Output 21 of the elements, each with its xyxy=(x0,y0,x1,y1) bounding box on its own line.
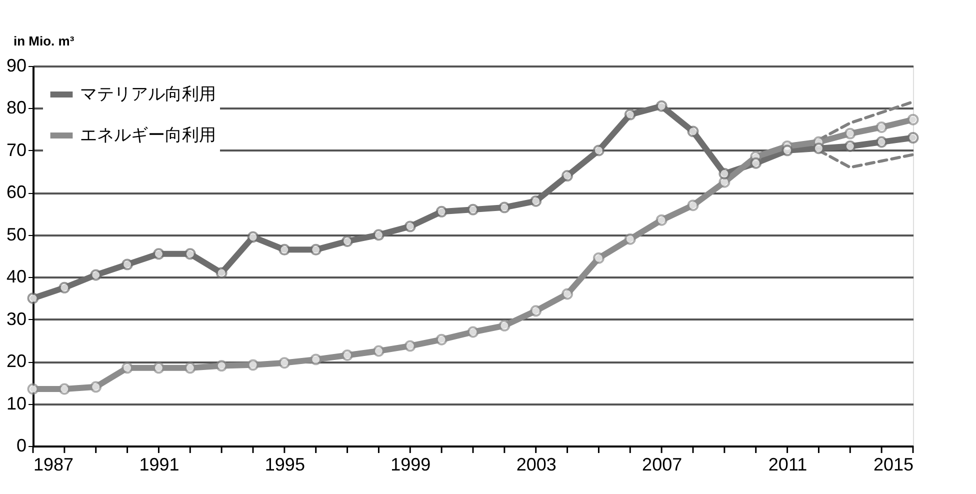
x-tick-label: 1995 xyxy=(264,454,305,474)
y-tick-label: 30 xyxy=(6,308,26,329)
y-tick-label: 40 xyxy=(6,266,26,287)
x-tick-label: 2007 xyxy=(642,454,682,474)
y-tick-label: 20 xyxy=(6,351,26,372)
x-tick-label: 1991 xyxy=(139,454,180,474)
y-tick-label: 70 xyxy=(6,140,26,160)
y-tick-label: 60 xyxy=(6,182,26,202)
y-tick-label: 10 xyxy=(6,393,26,414)
x-tick-label: 2003 xyxy=(516,454,556,474)
y-tick-label: 80 xyxy=(6,98,26,118)
legend-label: エネルギー向利用 xyxy=(80,126,216,144)
y-axis-title: in Mio. m³ xyxy=(14,34,75,48)
y-tick-label: 90 xyxy=(6,56,26,76)
x-tick-label: 2011 xyxy=(768,454,808,474)
y-tick-label: 50 xyxy=(6,224,26,244)
x-tick-label: 2015 xyxy=(873,454,914,474)
x-tick-label: 1999 xyxy=(390,454,431,474)
y-tick-label: 0 xyxy=(16,436,26,456)
x-tick-label: 1987 xyxy=(34,454,74,474)
legend-label: マテリアル向利用 xyxy=(80,84,216,104)
